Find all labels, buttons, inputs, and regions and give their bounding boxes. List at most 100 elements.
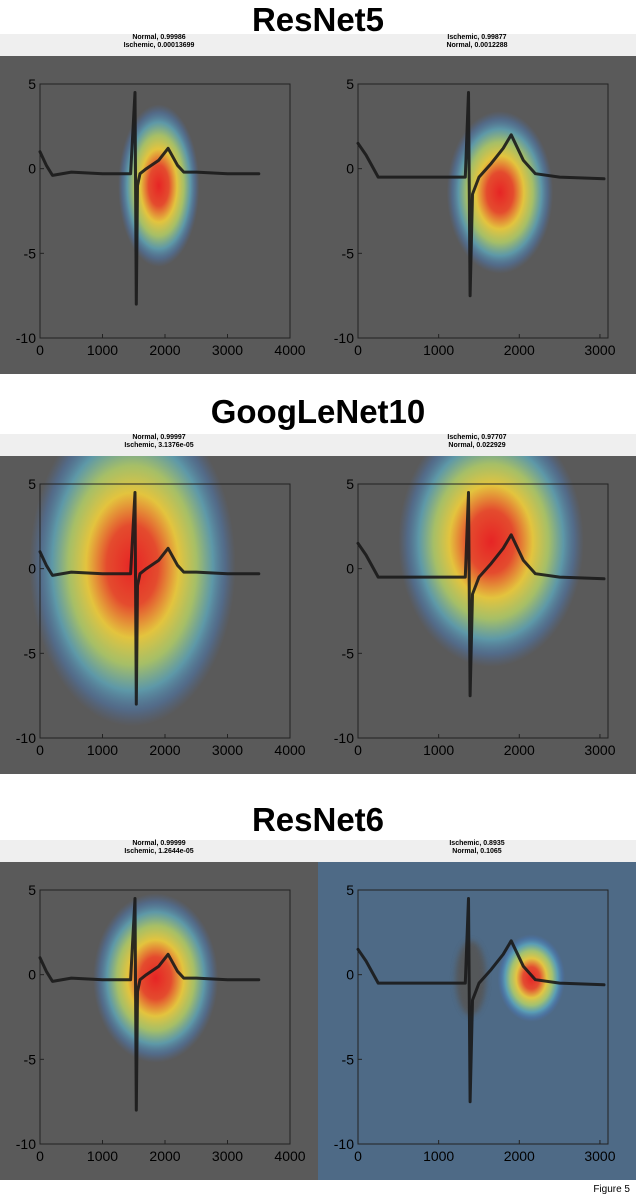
heat-region	[446, 111, 554, 274]
heat-region	[93, 893, 219, 1063]
y-tick-label: -10	[334, 730, 354, 746]
x-tick-label: 4000	[274, 742, 305, 758]
section-title-resnet6: ResNet6	[251, 801, 385, 838]
x-tick-label: 3000	[212, 1148, 243, 1164]
heat-region	[29, 456, 236, 727]
plot-panel: 50-5-100 1000 2000 3000	[318, 56, 636, 374]
panel-row-resnet5: Normal, 0.99986 Ischemic, 0.00013699 Isc…	[0, 34, 636, 374]
x-tick-label: 3000	[584, 342, 615, 358]
y-tick-label: -5	[24, 245, 37, 261]
x-tick-label: 0	[36, 1148, 44, 1164]
panel-row-resnet6: Normal, 0.99999 Ischemic, 1.2644e-05 Isc…	[0, 840, 636, 1180]
ecg-signal-line	[356, 491, 606, 698]
ecg-signal-line	[38, 491, 261, 706]
x-tick-label: 0	[354, 1148, 362, 1164]
plot-panel: 50-5-100 1000 2000 3000	[318, 862, 636, 1180]
x-tick-label: 0	[354, 342, 362, 358]
caption-left: Normal, 0.99986 Ischemic, 0.00013699	[0, 34, 318, 50]
heat-region	[118, 104, 200, 267]
x-tick-label: 2000	[504, 1148, 535, 1164]
ecg-signal-line	[38, 91, 261, 306]
y-tick-label: 5	[346, 76, 354, 92]
caption-line-2: Normal, 0.0012288	[446, 42, 508, 49]
ecg-signal-line	[356, 91, 606, 298]
axes-frame	[357, 889, 609, 1145]
panel-row-googlenet10: Normal, 0.99997 Ischemic, 3.1376e-05 Isc…	[0, 434, 636, 774]
caption-line-1: Normal, 0.99997	[132, 434, 186, 441]
x-tick-label: 2000	[504, 742, 535, 758]
caption-bar	[0, 434, 636, 456]
x-tick-label: 3000	[212, 342, 243, 358]
x-tick-label: 1000	[87, 342, 118, 358]
x-tick-label: 4000	[274, 342, 305, 358]
caption-left: Normal, 0.99997 Ischemic, 3.1376e-05	[0, 434, 318, 450]
plot-panel: 50-5-100 1000 2000 3000 4000	[0, 56, 318, 374]
plot-panel: 50-5-100 1000 2000 3000 4000	[0, 862, 318, 1180]
caption-line-2: Normal, 0.022929	[448, 442, 506, 449]
figure-label: Figure 5	[593, 1184, 630, 1195]
y-tick-label: -5	[24, 645, 37, 661]
y-tick-label: 5	[346, 882, 354, 898]
y-tick-label: 5	[28, 476, 36, 492]
caption-right: Ischemic, 0.97707 Normal, 0.022929	[318, 434, 636, 450]
x-tick-label: 1000	[87, 742, 118, 758]
plot-panel: 50-5-100 1000 2000 3000 4000	[0, 456, 318, 774]
caption-bar	[0, 840, 636, 862]
caption-line-2: Normal, 0.1065	[452, 848, 502, 855]
section-title-googlenet10: GoogLeNet10	[210, 393, 426, 430]
y-tick-label: 5	[346, 476, 354, 492]
y-tick-label: -5	[342, 645, 355, 661]
x-tick-label: 2000	[504, 342, 535, 358]
caption-right: Ischemic, 0.99877 Normal, 0.0012288	[318, 34, 636, 50]
x-tick-label: 2000	[149, 742, 180, 758]
caption-bar	[0, 34, 636, 56]
x-tick-label: 0	[36, 342, 44, 358]
caption-line-1: Ischemic, 0.99877	[447, 34, 507, 41]
ecg-signal-line	[38, 897, 261, 1112]
axes-frame	[357, 83, 609, 339]
y-tick-label: 0	[346, 561, 354, 577]
heat-region	[455, 940, 487, 1016]
caption-line-2: Ischemic, 0.00013699	[123, 42, 195, 49]
x-tick-label: 3000	[584, 742, 615, 758]
y-tick-label: -10	[16, 1136, 36, 1152]
y-tick-label: 0	[346, 967, 354, 983]
x-tick-label: 1000	[423, 742, 454, 758]
x-tick-label: 3000	[584, 1148, 615, 1164]
y-tick-label: -10	[16, 730, 36, 746]
y-tick-label: 0	[28, 561, 36, 577]
y-tick-label: -10	[334, 1136, 354, 1152]
x-tick-label: 1000	[423, 342, 454, 358]
x-tick-label: 0	[36, 742, 44, 758]
caption-line-1: Normal, 0.99999	[132, 840, 186, 847]
y-tick-label: -5	[24, 1051, 37, 1067]
x-tick-label: 0	[354, 742, 362, 758]
caption-line-2: Ischemic, 1.2644e-05	[124, 848, 194, 855]
x-tick-label: 1000	[423, 1148, 454, 1164]
y-tick-label: 0	[346, 161, 354, 177]
y-tick-label: -5	[342, 245, 355, 261]
x-tick-label: 4000	[274, 1148, 305, 1164]
caption-left: Normal, 0.99999 Ischemic, 1.2644e-05	[0, 840, 318, 856]
caption-right: Ischemic, 0.8935 Normal, 0.1065	[318, 840, 636, 856]
y-tick-label: 0	[28, 967, 36, 983]
caption-line-1: Ischemic, 0.8935	[449, 840, 505, 847]
y-tick-label: 0	[28, 161, 36, 177]
x-tick-label: 2000	[149, 342, 180, 358]
ecg-signal-line	[356, 897, 606, 1104]
plot-panel: 50-5-100 1000 2000 3000	[318, 456, 636, 774]
x-tick-label: 2000	[149, 1148, 180, 1164]
heat-region	[497, 934, 566, 1023]
y-tick-label: -10	[334, 330, 354, 346]
y-tick-label: -5	[342, 1051, 355, 1067]
y-tick-label: -10	[16, 330, 36, 346]
caption-line-2: Ischemic, 3.1376e-05	[124, 442, 194, 449]
plot-background	[318, 862, 636, 1180]
section-title-resnet5: ResNet5	[251, 1, 385, 38]
y-tick-label: 5	[28, 76, 36, 92]
x-tick-label: 1000	[87, 1148, 118, 1164]
caption-line-1: Normal, 0.99986	[132, 34, 186, 41]
